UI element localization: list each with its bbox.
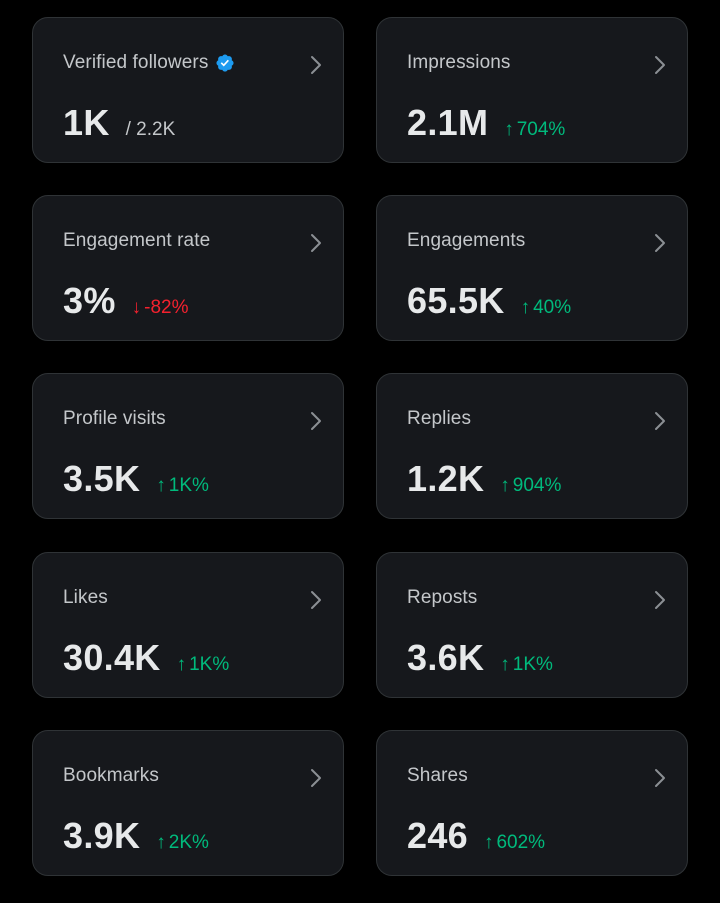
metric-delta: ↑ 40% (521, 297, 572, 319)
metric-sub-value: / 2.2K (125, 119, 176, 140)
metric-card-profile-visits[interactable]: Profile visits 3.5K ↑ 1K% (32, 373, 344, 519)
metric-value-row: 3.5K ↑ 1K% (63, 458, 209, 500)
metric-value: 1K (63, 102, 110, 143)
metric-delta: ↑ 704% (504, 119, 565, 141)
arrow-up-icon: ↑ (520, 297, 531, 318)
metric-label: Shares (407, 765, 468, 787)
chevron-right-icon (311, 591, 321, 609)
metric-label: Reposts (407, 587, 477, 609)
metric-card-replies[interactable]: Replies 1.2K ↑ 904% (376, 373, 688, 519)
metric-value-row: 3% ↓ -82% (63, 280, 189, 322)
metric-delta: ↑ 1K% (156, 475, 209, 497)
arrow-up-icon: ↑ (176, 654, 187, 675)
arrow-up-icon: ↑ (500, 654, 510, 675)
metric-label: Likes (63, 587, 108, 609)
metric-delta-text: 2K% (168, 832, 209, 853)
metric-label: Verified followers (63, 52, 235, 74)
chevron-right-icon (311, 234, 321, 252)
arrow-up-icon: ↑ (483, 832, 494, 853)
metric-delta: ↑ 1K% (177, 654, 230, 676)
metric-card-shares[interactable]: Shares 246 ↑ 602% (376, 730, 688, 876)
arrow-up-icon: ↑ (504, 119, 514, 140)
chevron-right-icon (655, 769, 665, 787)
metric-delta-text: 1K% (168, 475, 209, 496)
metric-card-engagement-rate[interactable]: Engagement rate 3% ↓ -82% (32, 195, 344, 341)
metric-label-text: Profile visits (63, 408, 166, 429)
metric-value: 65.5K (407, 280, 505, 321)
metric-label: Impressions (407, 52, 511, 74)
metric-value: 246 (407, 815, 468, 856)
metric-label-text: Engagement rate (63, 230, 211, 251)
chevron-right-icon (655, 234, 665, 252)
metric-delta: ↓ -82% (132, 297, 189, 319)
metric-card-impressions[interactable]: Impressions 2.1M ↑ 704% (376, 17, 688, 163)
metric-value-row: 1.2K ↑ 904% (407, 458, 561, 500)
arrow-down-icon: ↓ (131, 297, 142, 318)
metric-delta: ↑ 602% (484, 832, 545, 854)
metric-label: Engagements (407, 230, 525, 252)
arrow-up-icon: ↑ (500, 475, 510, 496)
chevron-right-icon (655, 591, 665, 609)
metric-label-text: Likes (63, 587, 108, 608)
metric-delta-text: 602% (496, 832, 546, 853)
metric-value-row: 3.6K ↑ 1K% (407, 637, 553, 679)
metric-card-likes[interactable]: Likes 30.4K ↑ 1K% (32, 552, 344, 698)
metric-value-row: 1K / 2.2K (63, 102, 175, 144)
chevron-right-icon (311, 769, 321, 787)
chevron-right-icon (655, 412, 665, 430)
metric-card-bookmarks[interactable]: Bookmarks 3.9K ↑ 2K% (32, 730, 344, 876)
chevron-right-icon (311, 412, 321, 430)
metric-label-text: Verified followers (63, 52, 209, 73)
chevron-right-icon (311, 56, 321, 74)
arrow-up-icon: ↑ (156, 475, 166, 496)
metric-delta-text: 1K% (189, 654, 230, 675)
metric-label-text: Shares (407, 765, 468, 786)
metric-label: Profile visits (63, 408, 166, 430)
metric-delta-text: 1K% (512, 654, 553, 675)
metric-card-engagements[interactable]: Engagements 65.5K ↑ 40% (376, 195, 688, 341)
metric-label-text: Replies (407, 408, 472, 429)
metric-label: Replies (407, 408, 471, 430)
metric-delta: ↑ 904% (500, 475, 561, 497)
metric-label: Bookmarks (63, 765, 159, 787)
metric-label: Engagement rate (63, 230, 210, 252)
metric-value: 1.2K (407, 458, 485, 499)
chevron-right-icon (655, 56, 665, 74)
metric-value: 3.9K (63, 815, 141, 856)
metric-delta-text: -82% (144, 297, 189, 318)
metric-value: 3.6K (407, 637, 485, 678)
metric-value-row: 246 ↑ 602% (407, 815, 545, 857)
metric-value: 3% (63, 280, 116, 321)
metric-value-row: 3.9K ↑ 2K% (63, 815, 209, 857)
metric-value-row: 65.5K ↑ 40% (407, 280, 571, 322)
verified-badge-icon (216, 54, 234, 72)
metric-label-text: Reposts (407, 587, 478, 608)
metric-card-verified-followers[interactable]: Verified followers 1K / 2.2K (32, 17, 344, 163)
metric-value: 3.5K (63, 458, 141, 499)
metric-card-reposts[interactable]: Reposts 3.6K ↑ 1K% (376, 552, 688, 698)
arrow-up-icon: ↑ (156, 832, 166, 853)
metric-delta: ↑ 1K% (500, 654, 553, 676)
metric-label-text: Impressions (407, 52, 511, 73)
metric-value: 2.1M (407, 102, 489, 143)
metric-label-text: Engagements (407, 230, 526, 251)
metric-delta-text: 904% (512, 475, 562, 496)
metric-value-row: 30.4K ↑ 1K% (63, 637, 229, 679)
metric-delta: ↑ 2K% (156, 832, 209, 854)
metric-delta-text: 704% (516, 119, 566, 140)
metric-value-row: 2.1M ↑ 704% (407, 102, 565, 144)
metric-value: 30.4K (63, 637, 161, 678)
metric-label-text: Bookmarks (63, 765, 159, 786)
metric-delta-text: 40% (533, 297, 572, 318)
